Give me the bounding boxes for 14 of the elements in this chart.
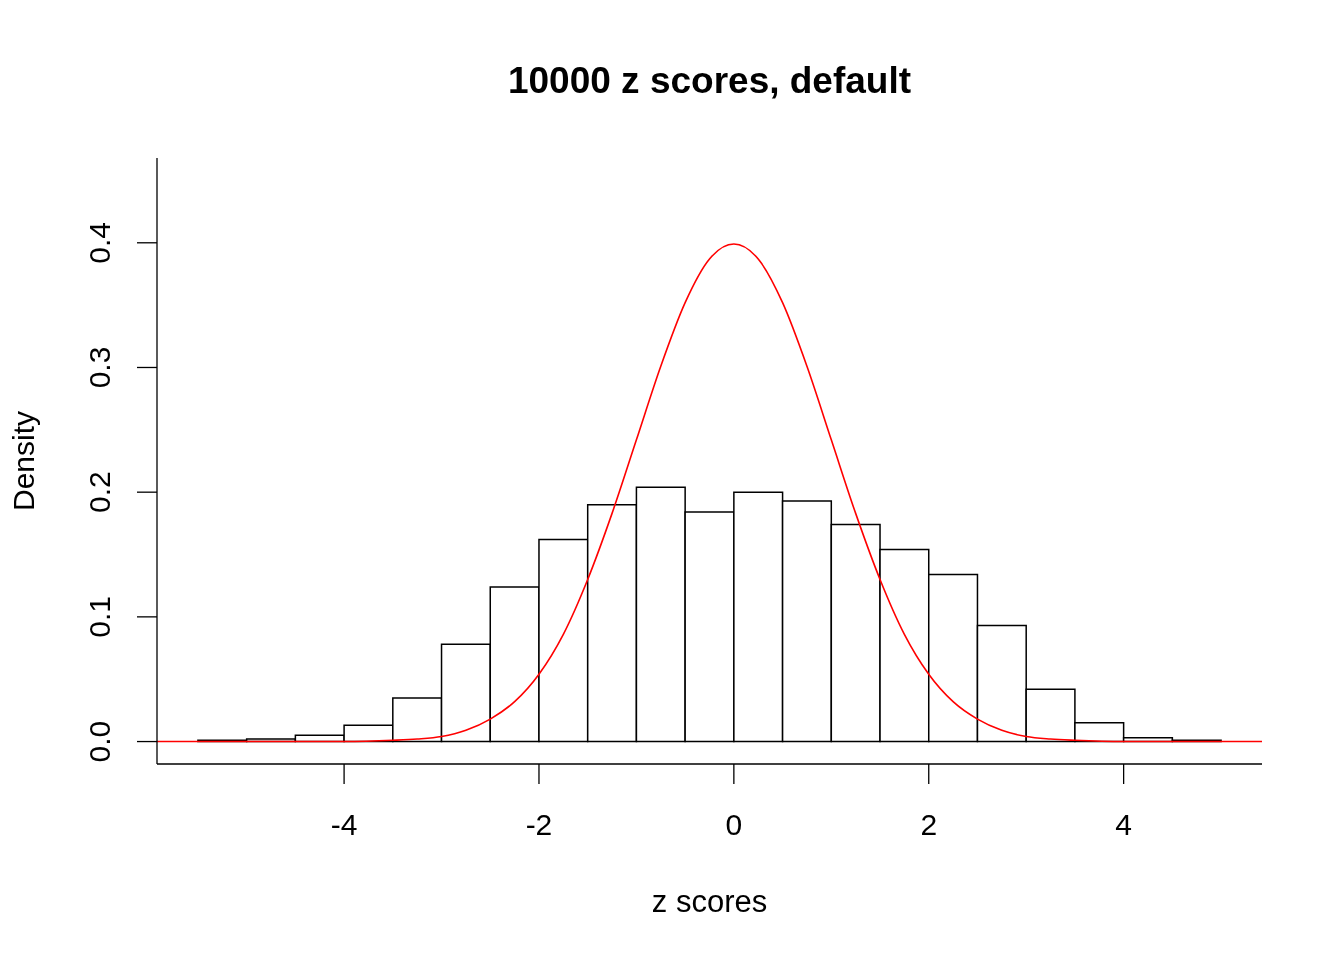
x-tick-label: 2 <box>920 807 938 841</box>
x-tick-label: -2 <box>525 807 553 841</box>
chart-title: 10000 z scores, default <box>507 59 912 101</box>
y-tick-label: 0.4 <box>83 221 117 264</box>
line-series <box>157 243 1262 743</box>
y-tick-label: 0.2 <box>83 471 117 514</box>
y-tick-label: 0.1 <box>83 596 117 638</box>
y-axis-title: Density <box>7 410 40 512</box>
y-tick-label: 0.3 <box>83 346 117 389</box>
y-tick-label: 0.0 <box>83 720 117 763</box>
x-tick-label: 4 <box>1115 807 1132 841</box>
x-axis-title: z scores <box>651 883 768 919</box>
x-tick-label: -4 <box>330 807 358 841</box>
x-tick-label: 0 <box>725 807 743 841</box>
